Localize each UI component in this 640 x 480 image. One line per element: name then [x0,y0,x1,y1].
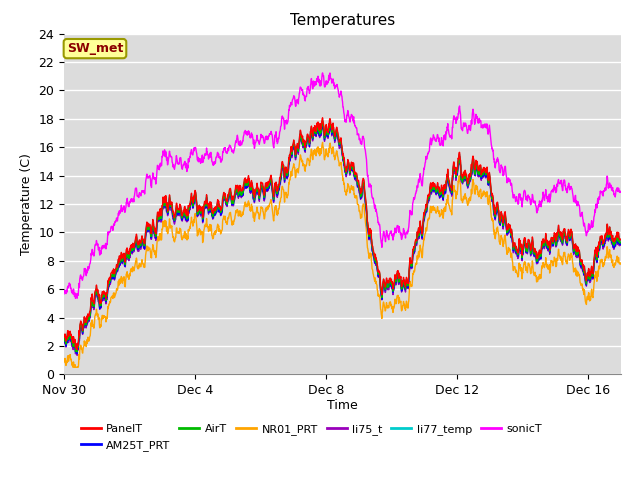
sonicT [163,154,171,160]
AM25T_PRT [73,351,81,357]
li77_temp [60,336,68,342]
Line: li75_t: li75_t [64,124,621,355]
li77_temp [153,217,161,223]
AirT [376,271,383,277]
li75_t [351,177,359,182]
li75_t [163,205,171,211]
Legend: PanelT, AM25T_PRT, AirT, NR01_PRT, li75_t, li77_temp, sonicT: PanelT, AM25T_PRT, AirT, NR01_PRT, li75_… [81,424,542,451]
NR01_PRT [60,360,68,365]
NR01_PRT [376,293,383,299]
li75_t [319,121,326,127]
sonicT [319,70,326,76]
PanelT [163,200,171,205]
Line: NR01_PRT: NR01_PRT [64,143,621,367]
li77_temp [73,348,81,354]
li77_temp [351,173,359,179]
sonicT [60,291,68,297]
NR01_PRT [351,195,359,201]
li75_t [153,222,161,228]
Line: sonicT: sonicT [64,73,621,298]
PanelT [60,335,68,340]
sonicT [506,178,514,183]
PanelT [376,269,383,275]
li75_t [321,136,328,142]
sonicT [351,123,359,129]
PanelT [319,115,326,120]
Title: Temperatures: Temperatures [290,13,395,28]
li77_temp [326,118,334,123]
li77_temp [320,126,328,132]
AM25T_PRT [376,273,383,279]
AM25T_PRT [506,226,514,232]
li77_temp [506,222,514,228]
NR01_PRT [319,140,326,145]
NR01_PRT [163,224,171,229]
AM25T_PRT [351,175,359,181]
Line: PanelT: PanelT [64,118,621,349]
AM25T_PRT [617,241,625,247]
AirT [60,338,68,344]
PanelT [321,131,328,136]
AirT [73,349,81,355]
sonicT [153,167,161,172]
NR01_PRT [69,364,77,370]
Line: AM25T_PRT: AM25T_PRT [64,124,621,354]
PanelT [73,347,81,352]
li77_temp [163,202,171,207]
sonicT [321,82,328,87]
Text: SW_met: SW_met [67,42,123,55]
AirT [163,201,171,207]
PanelT [153,216,161,221]
li77_temp [376,270,383,276]
AM25T_PRT [320,129,328,134]
sonicT [617,189,625,195]
AirT [321,133,328,139]
AirT [351,173,359,179]
li75_t [376,274,383,280]
NR01_PRT [153,240,161,246]
Line: li77_temp: li77_temp [64,120,621,351]
AirT [506,225,514,230]
PanelT [617,237,625,242]
li75_t [506,227,514,233]
NR01_PRT [506,246,514,252]
AM25T_PRT [326,121,333,127]
li75_t [73,352,81,358]
AirT [153,219,161,225]
AM25T_PRT [60,339,68,345]
AM25T_PRT [153,221,161,227]
PanelT [506,222,514,228]
sonicT [72,295,79,301]
AirT [319,118,326,124]
AirT [617,240,625,245]
AM25T_PRT [163,204,171,209]
NR01_PRT [617,261,625,266]
Line: AirT: AirT [64,121,621,352]
NR01_PRT [321,156,328,161]
PanelT [351,171,359,177]
li77_temp [617,238,625,243]
li75_t [60,341,68,347]
sonicT [376,222,383,228]
X-axis label: Time: Time [327,398,358,411]
Y-axis label: Temperature (C): Temperature (C) [20,153,33,255]
li75_t [617,242,625,248]
